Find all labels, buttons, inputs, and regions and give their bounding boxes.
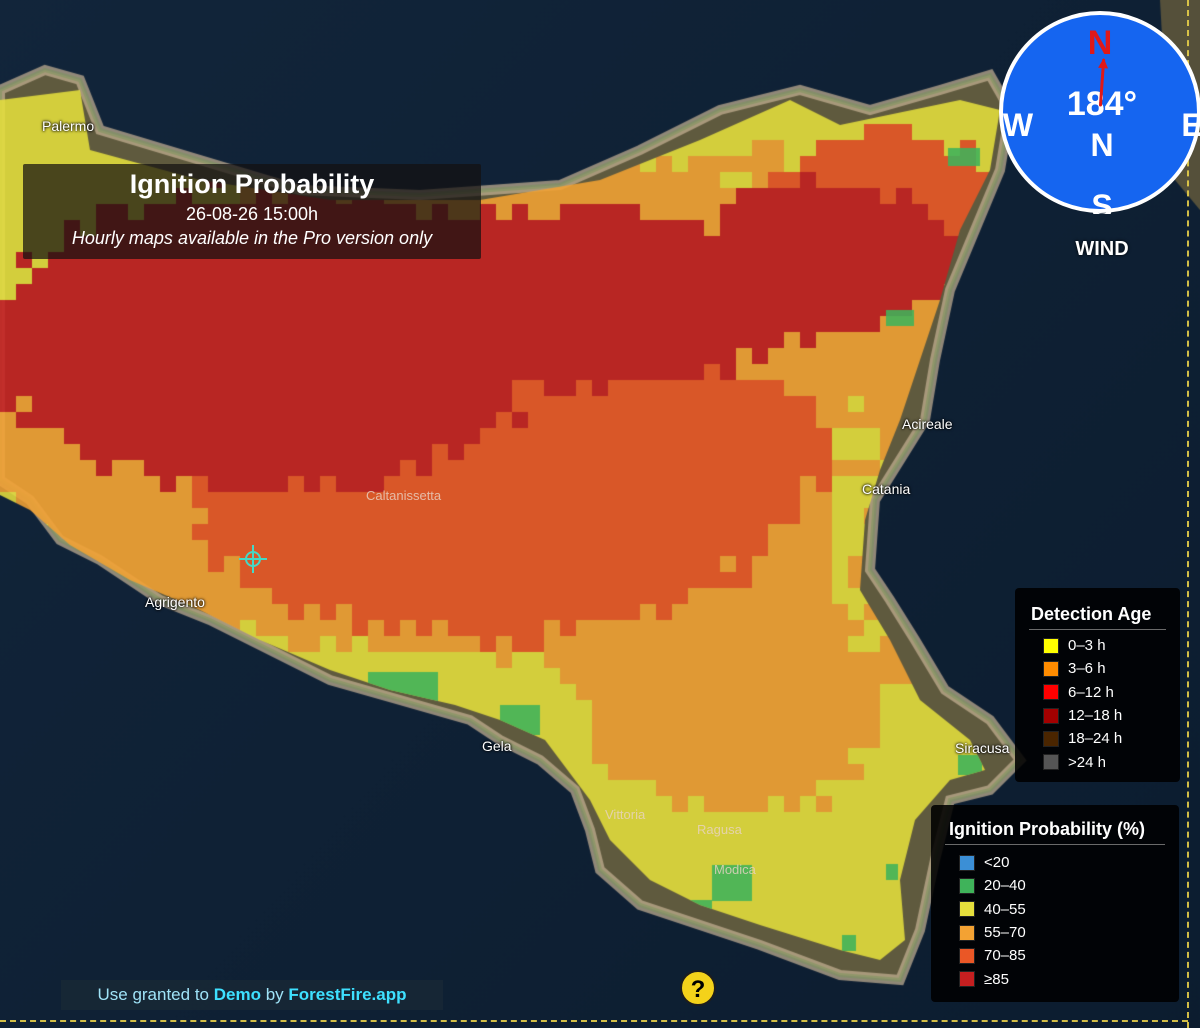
crosshair-marker-icon[interactable] (238, 544, 268, 574)
compass-center-letter: N (1090, 127, 1113, 163)
wind-label: WIND (1075, 238, 1129, 260)
detection-age-legend-label: 3–6 h (1068, 660, 1106, 678)
map-bounds-bottom (0, 1020, 1188, 1022)
forecast-datetime: 26-08-26 15:00h (185, 204, 319, 224)
city-label-siracusa: Siracusa (955, 740, 1010, 756)
ignition-legend-item: <20 (931, 851, 1179, 874)
detection-age-legend-swatch (1043, 684, 1059, 701)
city-label-palermo: Palermo (42, 118, 95, 134)
ignition-legend-item: 20–40 (931, 874, 1179, 897)
ignition-legend-title: Ignition Probability (%) (945, 819, 1165, 845)
detection-age-legend: Detection Age 0–3 h 3–6 h 6–12 h 12–18 h 18–… (1015, 588, 1180, 782)
compass-east-label: E (1181, 107, 1200, 143)
detection-age-legend-swatch (1043, 660, 1059, 677)
ignition-legend-swatch (959, 947, 975, 964)
map-bounds-right (1187, 0, 1189, 1028)
city-label-gela: Gela (482, 738, 512, 754)
pro-version-notice: Hourly maps available in the Pro version… (71, 228, 433, 248)
detection-age-legend-label: 6–12 h (1068, 683, 1114, 701)
city-label-modica: Modica (714, 862, 756, 877)
compass-north-label: N (1088, 24, 1113, 62)
detection-age-legend-item: 18–24 h (1015, 727, 1180, 750)
ignition-legend-item: ≥85 (931, 967, 1179, 990)
wind-compass: N W E S 184° N (999, 11, 1200, 214)
city-label-catania: Catania (862, 481, 911, 497)
detection-age-legend-label: 0–3 h (1068, 637, 1106, 655)
detection-age-legend-item: 12–18 h (1015, 704, 1180, 727)
detection-age-legend-title: Detection Age (1029, 604, 1166, 630)
ignition-legend-swatch (959, 854, 975, 871)
detection-age-legend-item: >24 h (1015, 750, 1180, 773)
detection-age-legend-label: >24 h (1068, 753, 1106, 771)
ignition-legend-swatch (959, 971, 975, 988)
detection-age-legend-swatch (1043, 707, 1059, 724)
detection-age-legend-swatch (1043, 637, 1059, 654)
ignition-legend-label: <20 (984, 854, 1010, 872)
city-label-vittoria: Vittoria (605, 807, 646, 822)
ignition-probability-legend: Ignition Probability (%) <20 20–40 40–55 55… (931, 805, 1179, 1002)
ignition-legend-swatch (959, 924, 975, 941)
city-label-caltanissetta: Caltanissetta (366, 488, 442, 503)
ignition-legend-label: ≥85 (984, 970, 1009, 988)
map-title: Ignition Probability (129, 169, 375, 199)
wind-direction-needle (1098, 58, 1109, 107)
detection-age-legend-item: 6–12 h (1015, 681, 1180, 704)
detection-age-legend-swatch (1043, 754, 1059, 771)
city-label-agrigento: Agrigento (145, 594, 205, 610)
ignition-legend-label: 40–55 (984, 900, 1026, 918)
credit-user: Demo (213, 985, 261, 1004)
detection-age-legend-item: 3–6 h (1015, 657, 1180, 680)
ignition-legend-label: 55–70 (984, 924, 1026, 942)
detection-age-legend-item: 0–3 h (1015, 634, 1180, 657)
compass-west-label: W (1003, 107, 1034, 143)
ignition-legend-item: 40–55 (931, 898, 1179, 921)
usage-credit: Use granted to Demo by ForestFire.app (61, 980, 443, 1010)
detection-age-legend-swatch (1043, 730, 1059, 747)
ignition-legend-label: 70–85 (984, 947, 1026, 965)
ignition-legend-label: 20–40 (984, 877, 1026, 895)
credit-brand-link[interactable]: ForestFire.app (288, 985, 407, 1004)
map-title-panel: Ignition Probability 26-08-26 15:00h Hou… (23, 164, 481, 259)
detection-age-legend-label: 12–18 h (1068, 707, 1123, 725)
credit-prefix: Use granted to (97, 985, 209, 1004)
city-label-ragusa: Ragusa (697, 822, 742, 837)
ignition-legend-swatch (959, 877, 975, 894)
compass-south-label: S (1091, 188, 1112, 214)
ignition-legend-swatch (959, 901, 975, 918)
help-button[interactable]: ? (680, 970, 716, 1006)
credit-mid: by (265, 985, 284, 1004)
ignition-legend-item: 55–70 (931, 921, 1179, 944)
ignition-legend-item: 70–85 (931, 944, 1179, 967)
compass-face (999, 11, 1200, 213)
city-label-acireale: Acireale (902, 416, 953, 432)
detection-age-legend-label: 18–24 h (1068, 730, 1123, 748)
